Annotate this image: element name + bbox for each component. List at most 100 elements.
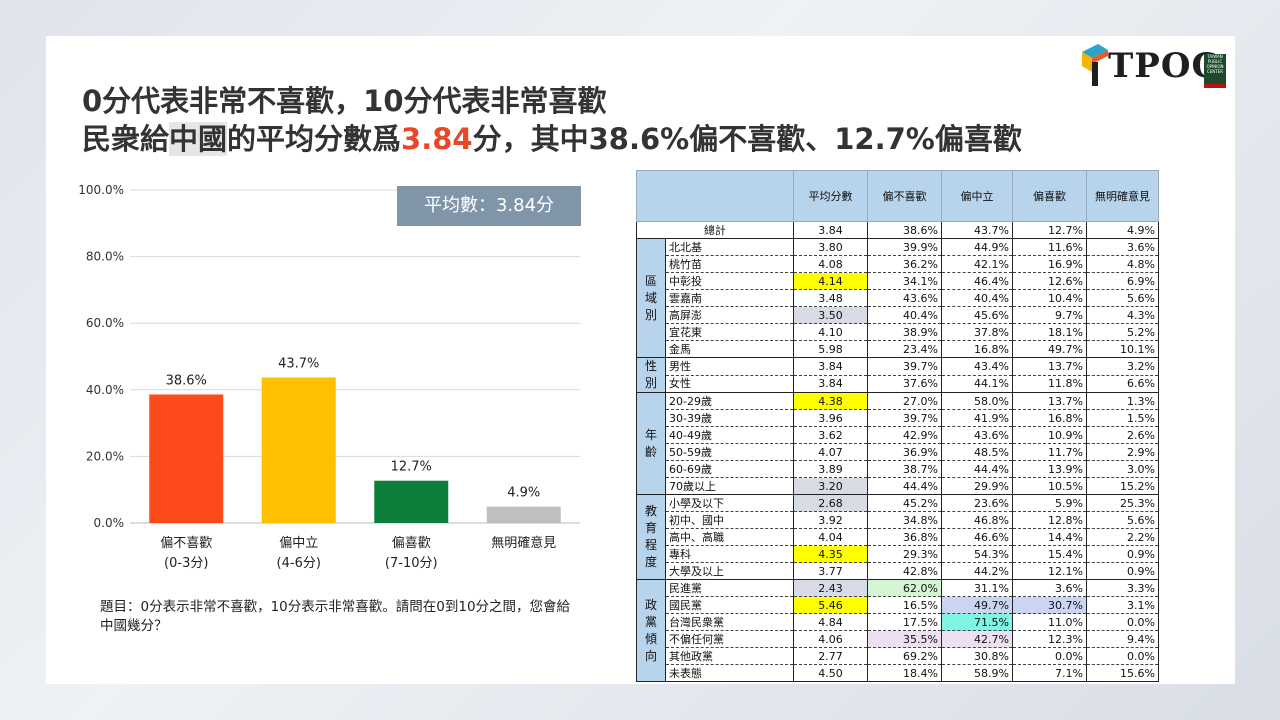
table-cell: 4.3% (1086, 306, 1159, 324)
table-cell: 2.68 (793, 494, 868, 512)
table-cell: 46.6% (941, 528, 1013, 546)
header-cell: 偏不喜歡 (867, 170, 942, 222)
table-cell: 4.84 (793, 613, 868, 631)
table-row: 宜花東 4.10 38.9% 37.8% 18.1% 5.2% (637, 323, 1159, 341)
table-cell: 39.7% (867, 409, 942, 427)
table-cell: 13.9% (1012, 460, 1087, 478)
table-cell: 2.2% (1086, 528, 1159, 546)
table-cell: 58.0% (941, 392, 1013, 410)
table-cell: 11.8% (1012, 375, 1087, 393)
bar (374, 480, 449, 523)
group-label: 年齡 (636, 392, 666, 495)
row-label: 金馬 (665, 340, 794, 358)
table-cell: 12.3% (1012, 630, 1087, 648)
table-cell: 4.14 (793, 272, 868, 290)
table-cell: 16.9% (1012, 255, 1087, 273)
table-cell: 40.4% (941, 289, 1013, 307)
table-cell: 9.7% (1012, 306, 1087, 324)
row-label: 20-29歲 (665, 392, 794, 410)
title-highlight: 中國 (169, 122, 228, 156)
bar-value-label: 38.6% (166, 373, 207, 388)
table-cell: 36.2% (867, 255, 942, 273)
table-cell: 38.7% (867, 460, 942, 478)
row-label: 70歲以上 (665, 477, 794, 495)
table-cell: 3.62 (793, 426, 868, 444)
table-cell: 12.8% (1012, 511, 1087, 529)
table-cell: 5.46 (793, 596, 868, 614)
average-badge: 平均數：3.84分 (397, 186, 581, 226)
table-cell: 18.4% (867, 664, 942, 682)
x-tick-label: 偏不喜歡 (160, 536, 212, 551)
table-cell: 62.0% (867, 579, 942, 597)
table-cell: 44.9% (941, 238, 1013, 256)
table-cell: 3.0% (1086, 460, 1159, 478)
table-cell: 3.77 (793, 562, 868, 580)
table-cell: 5.9% (1012, 494, 1087, 512)
row-label: 高中、高職 (665, 528, 794, 546)
table-cell: 4.8% (1086, 255, 1159, 273)
table-cell: 12.1% (1012, 562, 1087, 580)
table-cell: 10.1% (1086, 340, 1159, 358)
table-cell: 2.77 (793, 647, 868, 665)
table-cell: 4.08 (793, 255, 868, 273)
table-cell: 3.92 (793, 511, 868, 529)
table-cell: 11.7% (1012, 443, 1087, 461)
table-cell: 10.4% (1012, 289, 1087, 307)
table-cell: 3.48 (793, 289, 868, 307)
row-label: 宜花東 (665, 323, 794, 341)
table-row: 大學及以上 3.77 42.8% 44.2% 12.1% 0.9% (637, 562, 1159, 580)
bar-value-label: 12.7% (391, 460, 432, 475)
table-cell: 46.8% (941, 511, 1013, 529)
table-cell: 5.98 (793, 340, 868, 358)
table-cell: 71.5% (941, 613, 1013, 631)
table-cell: 3.6% (1086, 238, 1159, 256)
header-cell: 無明確意見 (1086, 170, 1159, 222)
table-cell: 41.9% (941, 409, 1013, 427)
table-cell: 54.3% (941, 545, 1013, 563)
table-cell: 3.84 (793, 357, 868, 376)
x-tick-sublabel: (4-6分) (277, 556, 321, 571)
row-label: 30-39歲 (665, 409, 794, 427)
x-tick-label: 偏喜歡 (392, 536, 431, 551)
table-cell: 9.4% (1086, 630, 1159, 648)
table-row: 區域別 北北基 3.80 39.9% 44.9% 11.6% 3.6% (636, 238, 1159, 358)
table-cell: 10.5% (1012, 477, 1087, 495)
table-cell: 38.9% (867, 323, 942, 341)
table-cell: 5.6% (1086, 289, 1159, 307)
table-cell: 3.84 (793, 375, 868, 393)
y-tick-label: 0.0% (94, 516, 125, 530)
table-cell: 43.6% (941, 426, 1013, 444)
table-cell: 0.0% (1086, 647, 1159, 665)
table-cell: 6.6% (1086, 375, 1159, 393)
table-row: 雲嘉南 3.48 43.6% 40.4% 10.4% 5.6% (637, 289, 1159, 307)
table-cell: 16.5% (867, 596, 942, 614)
row-label: 桃竹苗 (665, 255, 794, 273)
tpoc-logo: TPOC TAIWAN PUBLIC OPINION CENTER (1078, 40, 1228, 92)
row-label: 雲嘉南 (665, 289, 794, 307)
bar-chart: 0.0% 20.0% 40.0% 60.0% 80.0% 100.0% 38.6% 偏不喜歡 (… (78, 183, 580, 571)
group-label: 教育程度 (636, 494, 666, 580)
table-cell: 37.6% (867, 375, 942, 393)
table-cell: 36.8% (867, 528, 942, 546)
table-cell: 42.9% (867, 426, 942, 444)
table-cell: 38.6% (867, 221, 942, 239)
bar (261, 377, 336, 523)
table-cell: 45.6% (941, 306, 1013, 324)
table-cell: 17.5% (867, 613, 942, 631)
group-label: 區域別 (636, 238, 666, 358)
row-label: 國民黨 (665, 596, 794, 614)
table-row: 未表態 4.50 18.4% 58.9% 7.1% 15.6% (637, 664, 1159, 682)
table-cell: 35.5% (867, 630, 942, 648)
row-label: 未表態 (665, 664, 794, 682)
title-part-b: 的平均分數爲 (227, 122, 402, 156)
table-cell: 44.2% (941, 562, 1013, 580)
table-cell: 15.6% (1086, 664, 1159, 682)
row-label: 初中、國中 (665, 511, 794, 529)
y-tick-label: 60.0% (86, 316, 124, 330)
row-label: 男性 (665, 357, 794, 376)
header-cell: 偏喜歡 (1012, 170, 1087, 222)
table-cell: 4.35 (793, 545, 868, 563)
question-text: 題目：0分表示非常不喜歡，10分表示非常喜歡。請問在0到10分之間，您會給中國幾… (100, 599, 571, 634)
table-cell: 43.6% (867, 289, 942, 307)
table-row: 其他政黨 2.77 69.2% 30.8% 0.0% 0.0% (637, 647, 1159, 665)
